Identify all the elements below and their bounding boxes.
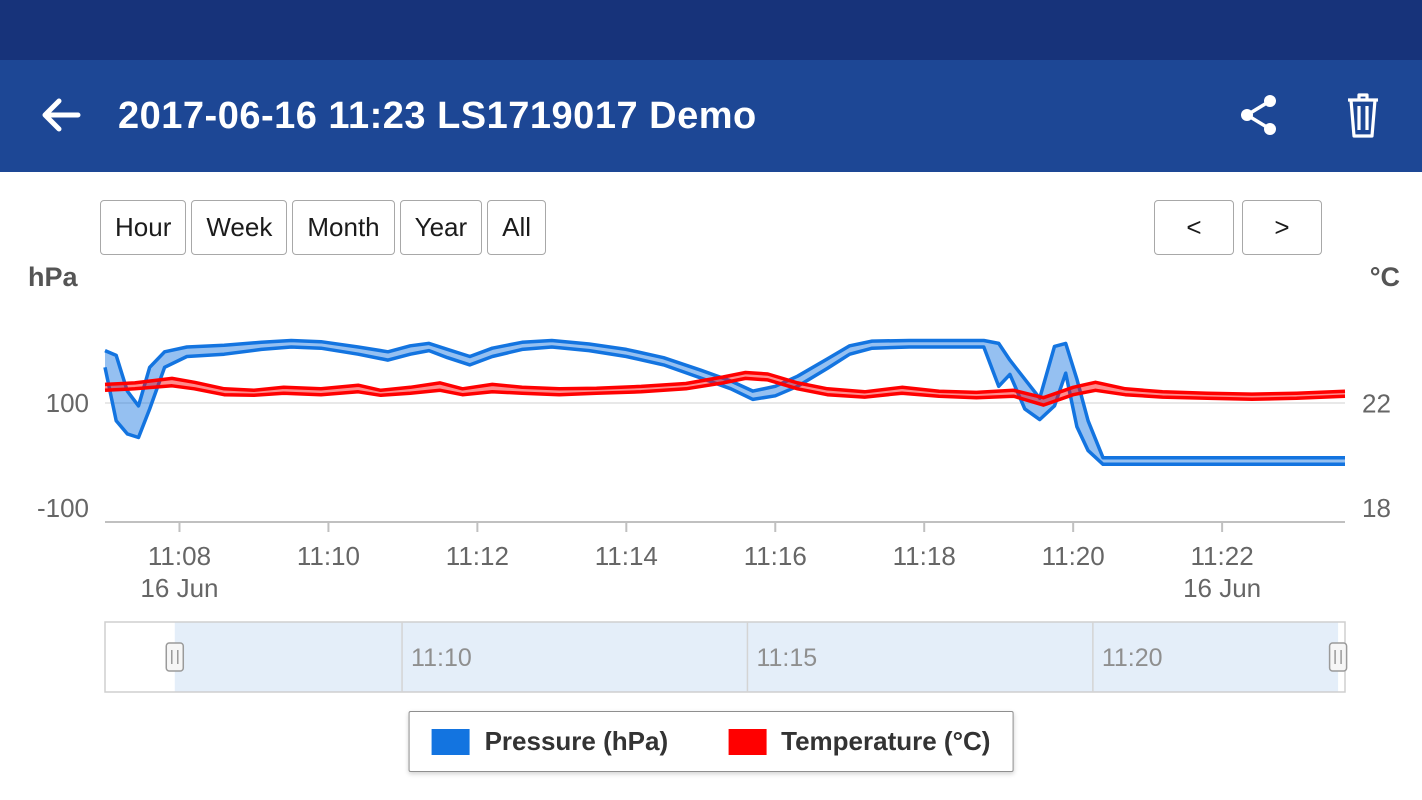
page-title: 2017-06-16 11:23 LS1719017 Demo <box>118 94 757 137</box>
share-icon <box>1236 92 1282 141</box>
range-toolbar: Hour Week Month Year All < > <box>0 200 1422 255</box>
app-bar: 2017-06-16 11:23 LS1719017 Demo <box>0 60 1422 172</box>
pressure-legend-label: Pressure (hPa) <box>484 726 669 756</box>
chart-legend: Pressure (hPa) Temperature (°C) <box>408 711 1014 772</box>
temperature-series-line-low <box>104 376 1346 407</box>
share-button[interactable] <box>1236 92 1282 141</box>
pressure-series-line-high <box>104 338 1345 460</box>
navigator-handle-right[interactable] <box>1328 642 1348 672</box>
chart-label: -100 <box>37 493 89 523</box>
pan-right-button[interactable]: > <box>1242 200 1322 255</box>
pressure-series-line-low <box>103 345 1345 467</box>
chart-label: 11:16 <box>744 541 807 571</box>
chart-label: 11:18 <box>893 541 956 571</box>
chart-label: 11:14 <box>595 541 658 571</box>
pressure-swatch <box>431 728 470 755</box>
navigator-selected-range[interactable] <box>174 622 1339 692</box>
chart-label: 11:15 <box>756 644 817 672</box>
range-button-week[interactable]: Week <box>191 200 288 255</box>
back-button[interactable] <box>34 90 84 143</box>
chart-label: 22 <box>1362 389 1391 419</box>
range-button-all[interactable]: All <box>487 200 547 255</box>
temperature-swatch <box>728 728 767 755</box>
legend-item-temperature[interactable]: Temperature (°C) <box>728 726 990 757</box>
trash-icon <box>1340 90 1386 143</box>
temperature-series-line-high <box>104 370 1346 400</box>
chart-label: 11:20 <box>1042 541 1105 571</box>
chart-label: 11:12 <box>446 541 509 571</box>
chart-label: 11:08 <box>148 541 211 571</box>
temperature-legend-label: Temperature (°C) <box>781 726 991 756</box>
chart-label: 11:10 <box>297 541 360 571</box>
navigator-handle-left[interactable] <box>165 642 185 672</box>
left-axis-unit-label: hPa <box>28 262 78 292</box>
chart-label: 16 Jun <box>1183 573 1261 603</box>
range-button-year[interactable]: Year <box>399 200 483 255</box>
range-button-month[interactable]: Month <box>292 200 395 255</box>
range-button-hour[interactable]: Hour <box>100 200 187 255</box>
status-bar <box>0 0 1422 60</box>
chart-label: 16 Jun <box>140 573 218 603</box>
delete-button[interactable] <box>1340 90 1386 143</box>
chart-label: 11:22 <box>1191 541 1254 571</box>
pan-left-button[interactable]: < <box>1154 200 1234 255</box>
right-axis-unit-label: °C <box>1369 262 1400 292</box>
back-arrow-icon <box>34 90 84 143</box>
legend-item-pressure[interactable]: Pressure (hPa) <box>431 726 669 757</box>
chart-label: 100 <box>46 388 89 418</box>
chart-label: 11:20 <box>1102 644 1163 672</box>
chart-label: 11:10 <box>411 644 472 672</box>
chart-label: 18 <box>1362 493 1391 523</box>
